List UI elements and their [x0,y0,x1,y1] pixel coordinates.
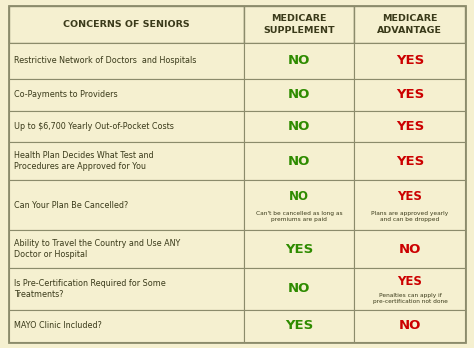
Bar [244,142,355,180]
Text: NO: NO [399,319,421,332]
Bar [244,111,355,142]
Text: MEDICARE
SUPPLEMENT: MEDICARE SUPPLEMENT [264,15,335,34]
Bar [244,230,355,268]
Text: YES: YES [396,88,424,101]
Text: YES: YES [396,120,424,133]
Bar [355,230,465,268]
Text: Restrictive Network of Doctors  and Hospitals: Restrictive Network of Doctors and Hospi… [14,56,197,65]
Bar [244,79,355,111]
Bar [244,43,355,79]
Bar [244,310,355,342]
Text: Is Pre-Certification Required for Some
Treatments?: Is Pre-Certification Required for Some T… [14,279,166,299]
Bar [9,6,244,43]
Bar [9,79,244,111]
Text: YES: YES [285,243,313,255]
Text: NO: NO [288,283,310,295]
Bar [355,268,465,310]
Text: NO: NO [399,243,421,255]
Text: Can Your Plan Be Cancelled?: Can Your Plan Be Cancelled? [14,201,128,210]
Text: NO: NO [288,54,310,67]
Text: NO: NO [288,88,310,101]
Text: Can't be cancelled as long as
premiums are paid: Can't be cancelled as long as premiums a… [256,211,342,222]
Bar [9,180,244,230]
Text: MEDICARE
ADVANTAGE: MEDICARE ADVANTAGE [377,15,442,34]
Text: CONCERNS OF SENIORS: CONCERNS OF SENIORS [63,20,190,29]
Bar [9,43,244,79]
Text: Plans are approved yearly
and can be dropped: Plans are approved yearly and can be dro… [371,211,448,222]
Text: Penalties can apply if
pre-certification not done: Penalties can apply if pre-certification… [373,293,447,304]
Bar [9,142,244,180]
Text: YES: YES [396,155,424,168]
Text: YES: YES [285,319,313,332]
Bar [355,43,465,79]
Text: NO: NO [288,155,310,168]
Text: YES: YES [396,54,424,67]
Bar [9,230,244,268]
Text: MAYO Clinic Included?: MAYO Clinic Included? [14,321,102,330]
Text: Health Plan Decides What Test and
Procedures are Approved for You: Health Plan Decides What Test and Proced… [14,151,154,172]
Bar [244,6,355,43]
Text: Up to $6,700 Yearly Out-of-Pocket Costs: Up to $6,700 Yearly Out-of-Pocket Costs [14,122,174,131]
Bar [355,142,465,180]
Text: NO: NO [288,120,310,133]
Bar [355,310,465,342]
Text: Ability to Travel the Country and Use ANY
Doctor or Hospital: Ability to Travel the Country and Use AN… [14,239,181,259]
Bar [355,6,465,43]
Text: NO: NO [289,190,309,203]
Bar [9,111,244,142]
Bar [9,310,244,342]
Bar [244,180,355,230]
Text: YES: YES [398,190,422,203]
Bar [355,79,465,111]
Bar [244,268,355,310]
Text: YES: YES [398,275,422,288]
Text: Co-Payments to Providers: Co-Payments to Providers [14,90,118,99]
Bar [355,111,465,142]
Bar [9,268,244,310]
Bar [355,180,465,230]
